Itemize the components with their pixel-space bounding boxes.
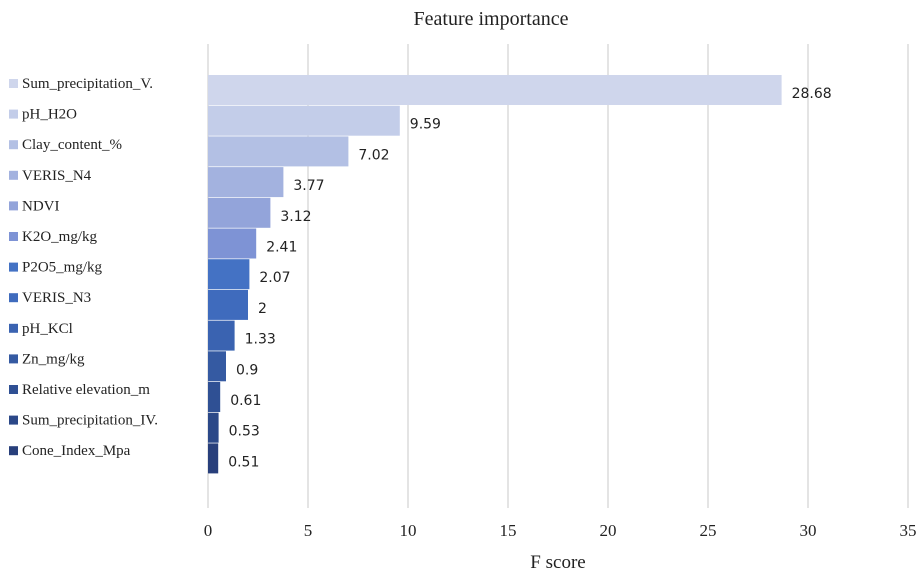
x-tick-label: 30	[800, 521, 817, 540]
data-labels: 28.68 9.59 7.02 3.77 3.12 2.41 2.07 2 1.33 0.9 0.6…	[228, 86, 831, 470]
bar	[208, 197, 271, 228]
legend-label: Zn_mg/kg	[22, 351, 85, 367]
data-label: 0.53	[229, 424, 260, 440]
x-tick-label: 10	[400, 521, 417, 540]
data-label: 3.12	[280, 209, 311, 225]
x-tick-label: 5	[304, 521, 313, 540]
bar	[208, 289, 248, 320]
data-label: 0.61	[230, 393, 261, 409]
legend-swatch	[9, 354, 18, 364]
legend-label: P2O5_mg/kg	[22, 260, 103, 276]
bar	[208, 443, 219, 474]
legend-swatch	[9, 170, 18, 180]
data-label: 2	[258, 301, 267, 317]
x-tick-label: 35	[900, 521, 917, 540]
x-tick-label: 15	[500, 521, 517, 540]
legend-swatch	[9, 323, 18, 333]
legend: Sum_precipitation_V. pH_H2O Clay_content_%…	[9, 76, 158, 459]
legend-swatch	[9, 79, 18, 88]
legend-swatch	[9, 293, 18, 303]
data-label: 0.9	[236, 362, 258, 378]
chart-title: Feature importance	[414, 8, 569, 30]
data-label: 3.77	[293, 178, 324, 194]
x-tick-label: 25	[700, 521, 717, 540]
legend-swatch	[9, 415, 18, 425]
legend-label: Clay_content_%	[22, 137, 122, 153]
legend-label: pH_H2O	[22, 107, 77, 123]
legend-label: NDVI	[22, 198, 60, 214]
bar	[208, 75, 782, 105]
data-label: 0.51	[228, 454, 259, 470]
x-tick-labels: 0 5 10 15 20 25 30 35	[204, 521, 917, 540]
bar	[208, 412, 219, 443]
x-tick-label: 0	[204, 521, 213, 540]
bar	[208, 228, 257, 259]
legend-label: Sum_precipitation_IV.	[22, 413, 158, 429]
bars	[208, 75, 782, 474]
data-label: 2.07	[259, 270, 290, 286]
legend-label: Sum_precipitation_V.	[22, 76, 153, 92]
x-axis-title: F score	[530, 552, 585, 573]
legend-label: K2O_mg/kg	[22, 229, 98, 245]
legend-swatch	[9, 109, 18, 119]
legend-swatch	[9, 385, 18, 394]
bar	[208, 167, 284, 198]
data-label: 7.02	[358, 147, 389, 163]
data-label: 28.68	[792, 86, 832, 102]
data-label: 2.41	[266, 240, 297, 256]
legend-swatch	[9, 232, 18, 241]
data-label: 9.59	[410, 117, 441, 133]
legend-label: pH_KCl	[22, 321, 73, 337]
legend-label: VERIS_N3	[22, 290, 91, 306]
legend-swatch	[9, 140, 18, 150]
legend-label: VERIS_N4	[22, 168, 92, 184]
data-label: 1.33	[245, 332, 276, 348]
legend-swatch	[9, 201, 18, 211]
bar	[208, 136, 349, 167]
bar	[208, 351, 226, 382]
legend-swatch	[9, 446, 18, 456]
legend-swatch	[9, 262, 18, 272]
legend-label: Cone_Index_Mpa	[22, 443, 131, 459]
bar	[208, 320, 235, 351]
bar	[208, 259, 250, 290]
bar	[208, 382, 221, 412]
bar	[208, 105, 400, 136]
legend-label: Relative elevation_m	[22, 382, 150, 398]
x-tick-label: 20	[600, 521, 617, 540]
